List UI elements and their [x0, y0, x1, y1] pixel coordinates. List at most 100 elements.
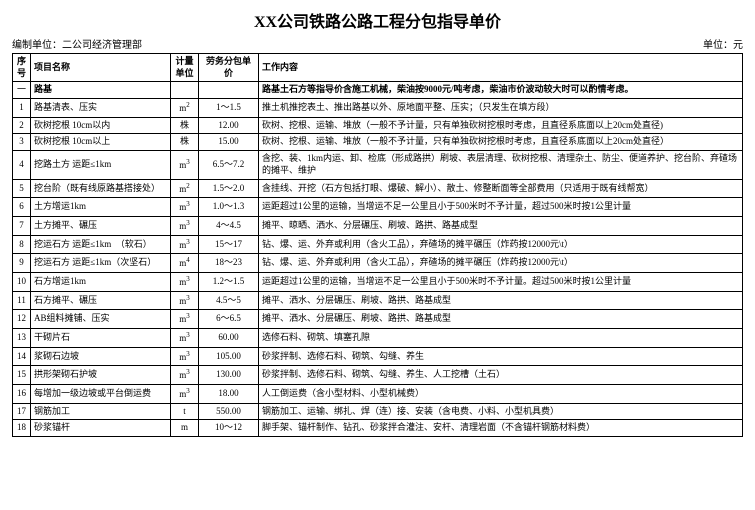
currency-unit: 单位：元	[703, 36, 743, 51]
col-unit-header: 计量单位	[171, 54, 199, 82]
cell-desc: 摊平、洒水、分层碾压、刷坡、路拱、路基成型	[259, 291, 743, 310]
cell-unit: m3	[171, 366, 199, 385]
col-name-header: 项目名称	[31, 54, 171, 82]
cell-unit: 株	[171, 117, 199, 134]
cell-price: 6～6.5	[199, 310, 259, 329]
table-row: 10石方增运1kmm31.2～1.5运距超过1公里的运输，当增运不足一公里且小于…	[13, 272, 743, 291]
cell-price: 6.5～7.2	[199, 151, 259, 179]
cell-seq: 9	[13, 254, 31, 273]
price-table: 序号 项目名称 计量单位 劳务分包单价 工作内容 一 路基 路基土石方等指导价含…	[12, 53, 743, 437]
currency-label: 单位：	[703, 40, 733, 51]
col-price-header: 劳务分包单价	[199, 54, 259, 82]
table-row: 3砍树挖根 10cm以上株15.00砍树、挖根、运输、堆放（一般不予计量，只有单…	[13, 134, 743, 151]
cell-seq: 8	[13, 235, 31, 254]
cell-price: 15.00	[199, 134, 259, 151]
table-row: 13干砌片石m360.00选修石料、砌筑、填塞孔隙	[13, 329, 743, 348]
cell-desc: 钻、爆、运、外弃或利用（含火工品），弃碴场的摊平碾压（炸药按12000元\t）	[259, 254, 743, 273]
cell-price: 4.5～5	[199, 291, 259, 310]
cell-name: 拱形架砌石护坡	[31, 366, 171, 385]
cell-name: 土方摊平、碾压	[31, 216, 171, 235]
cell-name: 挖台阶（既有线原路基搭接处）	[31, 179, 171, 198]
cell-unit: m3	[171, 272, 199, 291]
cell-desc: 砂浆拌制、选修石料、砌筑、勾缝、养生、人工挖槽（土石）	[259, 366, 743, 385]
cell-name: 石方增运1km	[31, 272, 171, 291]
cell-desc: 含挖、装、1km内运、卸、检底（形成路拱）刷坡、表层清理、砍树挖根、清理杂土、防…	[259, 151, 743, 179]
cell-seq: 18	[13, 420, 31, 437]
cell-price: 12.00	[199, 117, 259, 134]
col-seq-header: 序号	[13, 54, 31, 82]
compile-unit-value: 二公司经济管理部	[62, 40, 142, 51]
cell-price: 18.00	[199, 385, 259, 404]
cell-desc: 钢筋加工、运输、绑扎、焊（连）接、安装（含电费、小料、小型机具费）	[259, 403, 743, 420]
cell-unit: m3	[171, 216, 199, 235]
cell-price: 550.00	[199, 403, 259, 420]
cell-unit: m3	[171, 198, 199, 217]
col-desc-header: 工作内容	[259, 54, 743, 82]
table-row: 4挖路土方 运距≤1kmm36.5～7.2含挖、装、1km内运、卸、检底（形成路…	[13, 151, 743, 179]
cell-seq: 17	[13, 403, 31, 420]
section-desc: 路基土石方等指导价含施工机械，柴油按9000元/吨考虑，柴油市价波动较大时可以酌…	[259, 82, 743, 99]
cell-name: 石方摊平、碾压	[31, 291, 171, 310]
cell-unit: m4	[171, 254, 199, 273]
section-seq: 一	[13, 82, 31, 99]
cell-price: 1.5～2.0	[199, 179, 259, 198]
table-row: 18砂浆锚杆m10～12脚手架、锚杆制作、钻孔、砂浆拌合灌注、安杆、清理岩面（不…	[13, 420, 743, 437]
cell-desc: 运距超过1公里的运输，当增运不足一公里且小于500米时不予计量。超过500米时按…	[259, 272, 743, 291]
table-row: 8挖运石方 运距≤1km （软石）m315～17钻、爆、运、外弃或利用（含火工品…	[13, 235, 743, 254]
table-row: 5挖台阶（既有线原路基搭接处）m21.5～2.0含挂线、开挖（石方包括打眼、爆破…	[13, 179, 743, 198]
cell-desc: 选修石料、砌筑、填塞孔隙	[259, 329, 743, 348]
cell-price: 10～12	[199, 420, 259, 437]
cell-name: 每增加一级边坡或平台倒运费	[31, 385, 171, 404]
cell-seq: 15	[13, 366, 31, 385]
currency-value: 元	[733, 40, 743, 51]
cell-seq: 10	[13, 272, 31, 291]
table-row: 12AB组料摊铺、压实m36～6.5摊平、洒水、分层碾压、刷坡、路拱、路基成型	[13, 310, 743, 329]
cell-seq: 16	[13, 385, 31, 404]
cell-name: 土方增运1km	[31, 198, 171, 217]
cell-seq: 4	[13, 151, 31, 179]
cell-unit: m3	[171, 385, 199, 404]
cell-price: 1.0～1.3	[199, 198, 259, 217]
cell-seq: 14	[13, 347, 31, 366]
cell-unit: m2	[171, 99, 199, 118]
section-price	[199, 82, 259, 99]
cell-desc: 钻、爆、运、外弃或利用（含火工品），弃碴场的摊平碾压（炸药按12000元\t）	[259, 235, 743, 254]
cell-price: 60.00	[199, 329, 259, 348]
table-row: 7土方摊平、碾压m34～4.5摊平、晾晒、洒水、分层碾压、刷坡、路拱、路基成型	[13, 216, 743, 235]
cell-price: 4～4.5	[199, 216, 259, 235]
cell-unit: m	[171, 420, 199, 437]
cell-unit: 株	[171, 134, 199, 151]
cell-unit: m3	[171, 347, 199, 366]
cell-name: 砍树挖根 10cm以上	[31, 134, 171, 151]
cell-name: AB组料摊铺、压实	[31, 310, 171, 329]
table-row: 14浆砌石边坡m3105.00砂浆拌制、选修石料、砌筑、勾缝、养生	[13, 347, 743, 366]
cell-unit: m2	[171, 179, 199, 198]
cell-desc: 运距超过1公里的运输，当增运不足一公里且小于500米时不予计量，超过500米时按…	[259, 198, 743, 217]
cell-name: 路基清表、压实	[31, 99, 171, 118]
cell-unit: m3	[171, 235, 199, 254]
table-row: 9挖运石方 运距≤1km（次坚石）m418～23钻、爆、运、外弃或利用（含火工品…	[13, 254, 743, 273]
cell-name: 砂浆锚杆	[31, 420, 171, 437]
cell-seq: 1	[13, 99, 31, 118]
table-row: 17钢筋加工t550.00钢筋加工、运输、绑扎、焊（连）接、安装（含电费、小料、…	[13, 403, 743, 420]
cell-desc: 摊平、洒水、分层碾压、刷坡、路拱、路基成型	[259, 310, 743, 329]
cell-price: 1.2～1.5	[199, 272, 259, 291]
cell-price: 130.00	[199, 366, 259, 385]
cell-name: 挖路土方 运距≤1km	[31, 151, 171, 179]
cell-price: 105.00	[199, 347, 259, 366]
cell-desc: 人工倒运费（含小型材料、小型机械费）	[259, 385, 743, 404]
table-body: 一 路基 路基土石方等指导价含施工机械，柴油按9000元/吨考虑，柴油市价波动较…	[13, 82, 743, 437]
table-row: 2砍树挖根 10cm以内株12.00砍树、挖根、运输、堆放（一般不予计量，只有单…	[13, 117, 743, 134]
table-row: 6土方增运1kmm31.0～1.3运距超过1公里的运输，当增运不足一公里且小于5…	[13, 198, 743, 217]
cell-seq: 12	[13, 310, 31, 329]
cell-price: 15～17	[199, 235, 259, 254]
cell-unit: m3	[171, 329, 199, 348]
table-header-row: 序号 项目名称 计量单位 劳务分包单价 工作内容	[13, 54, 743, 82]
compile-unit-label: 编制单位：	[12, 40, 62, 51]
cell-seq: 13	[13, 329, 31, 348]
cell-seq: 11	[13, 291, 31, 310]
page-title: XX公司铁路公路工程分包指导单价	[12, 8, 743, 32]
cell-seq: 3	[13, 134, 31, 151]
cell-unit: m3	[171, 151, 199, 179]
cell-name: 钢筋加工	[31, 403, 171, 420]
